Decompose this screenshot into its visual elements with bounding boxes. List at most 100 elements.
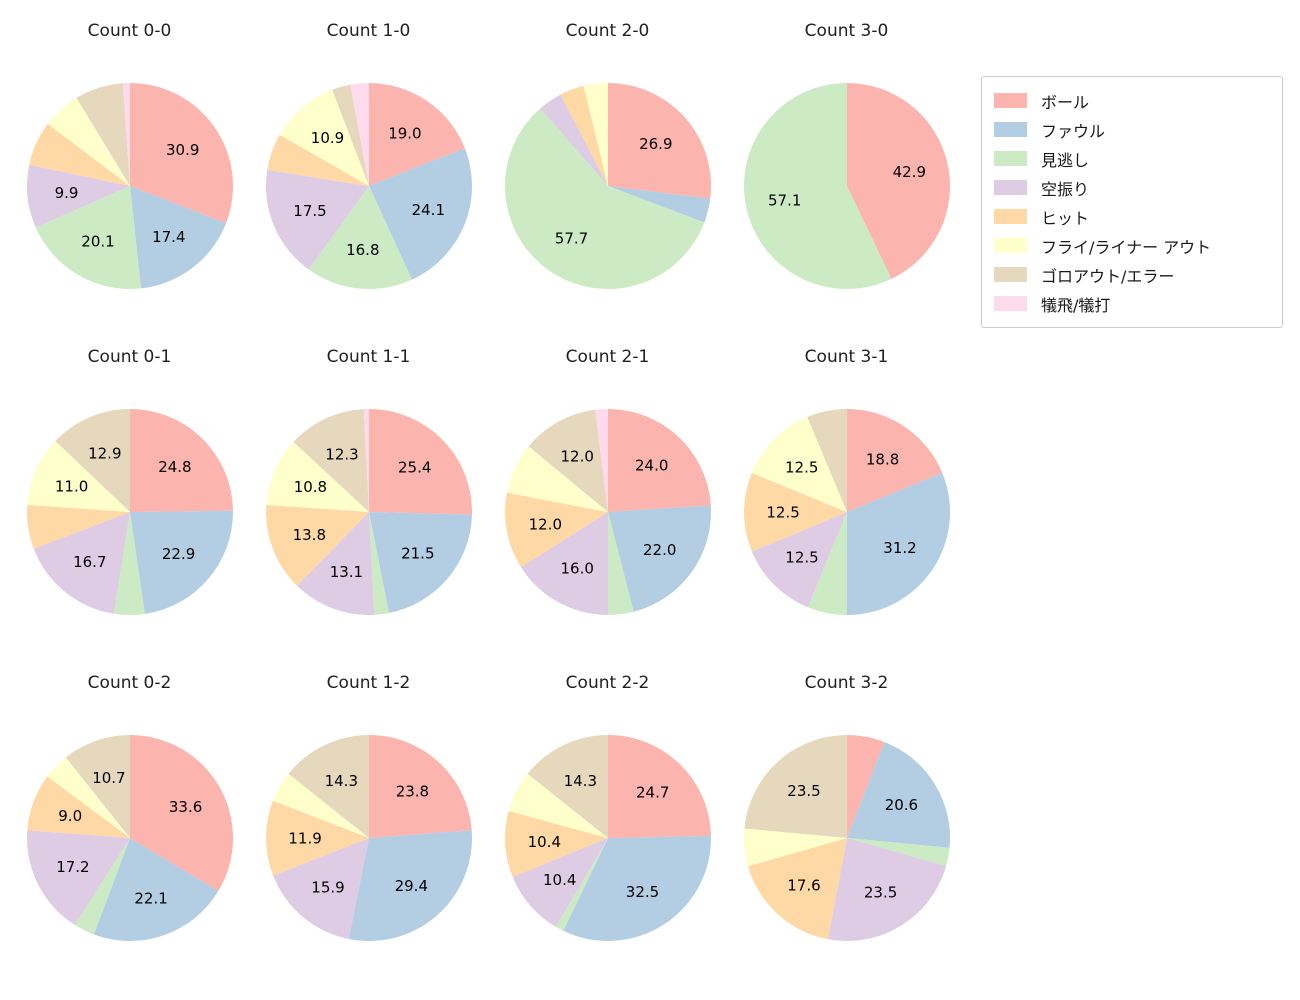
pie-slice: [594, 409, 608, 512]
pie-slice: [292, 409, 369, 512]
chart-title: Count 3-0: [804, 21, 889, 41]
pie-slice: [129, 186, 226, 289]
legend-item: 空振り: [994, 173, 1270, 202]
pie-svg: 24.8 22.9 16.7 11.012.9: [26, 409, 233, 615]
pie-slice: [26, 164, 130, 228]
pie-slice-label: 12.5: [784, 458, 817, 476]
pie-slice: [113, 512, 145, 615]
pie-slice-label: 14.3: [324, 772, 357, 790]
pie-slice: [504, 811, 608, 877]
pie-slice: [74, 838, 130, 935]
chart-title: Count 3-2: [804, 673, 889, 693]
pie-slice-label: 10.9: [310, 129, 343, 147]
pie-slice: [807, 512, 847, 615]
pie-slice: [26, 776, 130, 838]
pie-slice-label: 57.1: [767, 191, 800, 209]
pie-slice-label: 9.0: [58, 807, 82, 825]
pie-slice: [747, 838, 847, 940]
pie-slice: [846, 409, 942, 512]
pie-slice: [54, 409, 130, 512]
legend-item: ヒット: [994, 202, 1270, 231]
legend-swatch: [994, 296, 1027, 311]
pie-slice: [129, 83, 233, 224]
pie-slice: [331, 84, 369, 186]
legend-swatch: [994, 122, 1027, 137]
legend-label: ゴロアウト/エラー: [1041, 266, 1175, 286]
pie-slice: [555, 838, 608, 931]
pie-slice: [65, 735, 130, 838]
legend-item: ボール: [994, 86, 1270, 115]
pie-slice-label: 12.5: [785, 549, 818, 567]
pie-slice-label: 17.5: [293, 202, 326, 220]
pie-svg: 30.9 17.4 20.1 9.9: [26, 83, 233, 289]
pie-slice-label: 22.9: [161, 545, 194, 563]
pie-slice: [846, 742, 950, 848]
pie-slice: [539, 94, 608, 186]
pie-slice-label: 16.7: [73, 553, 106, 571]
pie-slice: [129, 510, 233, 614]
pie-slice-label: 23.5: [863, 884, 896, 902]
legend-swatch: [994, 238, 1027, 253]
pie-slice: [33, 512, 130, 614]
pie-slice-label: 9.9: [54, 184, 78, 202]
pie-slice: [562, 835, 711, 941]
pie-slice-label: 17.2: [56, 858, 89, 876]
pie-slice-label: 12.3: [325, 445, 358, 463]
legend-items: ボール ファウル 見逃し 空振り ヒット フライ/ライナー アウト ゴロアウト/エラー 犠飛/…: [994, 86, 1270, 318]
pie-slice-label: 24.7: [635, 784, 668, 802]
legend-swatch: [994, 151, 1027, 166]
pie-slice-label: 13.1: [329, 563, 362, 581]
pie-slice: [846, 838, 950, 867]
pie-slice-label: 23.8: [395, 782, 428, 800]
legend-label: 空振り: [1041, 179, 1090, 199]
pie-slice: [607, 409, 711, 512]
chart-title: Count 1-2: [326, 673, 411, 693]
pie-slice-label: 25.4: [397, 459, 430, 477]
pie-chart-count-1-0: Count 1-0 19.0 24.1 16.8 17.5 10.9: [249, 8, 488, 334]
pie-slice: [265, 800, 369, 876]
pie-slice-label: 20.6: [884, 796, 917, 814]
pie-slice: [287, 735, 369, 838]
pie-svg: 19.0 24.1 16.8 17.5 10.9: [265, 83, 472, 289]
pie-svg: 18.8 31.2 12.5 12.5 12.5: [743, 409, 950, 615]
pie-slice-label: 10.7: [92, 769, 125, 787]
pie-chart-count-2-0: Count 2-0 26.9 57.7: [488, 8, 727, 334]
pie-slice-label: 24.0: [634, 457, 667, 475]
pie-chart-count-1-2: Count 1-2 23.8 29.4 15.9 11.9 14.3: [249, 660, 488, 986]
pie-slice: [743, 735, 847, 838]
pie-slice: [265, 170, 369, 270]
pie-slice: [349, 83, 369, 186]
pie-slice: [526, 735, 608, 838]
legend-item: フライ/ライナー アウト: [994, 231, 1270, 260]
pie-slice-label: 22.1: [134, 890, 167, 908]
pie-slice: [266, 134, 369, 186]
pie-slice: [28, 123, 130, 186]
pie-slice: [827, 838, 946, 941]
pie-slice: [508, 773, 608, 838]
legend-label: ヒット: [1041, 208, 1090, 228]
chart-title: Count 0-0: [87, 21, 172, 41]
pie-slice: [46, 757, 130, 838]
pie-svg: 20.6 23.5 17.6 23.5: [743, 735, 950, 941]
pie-svg: 33.6 22.1 17.2 9.0 10.7: [26, 735, 233, 941]
pie-slice: [846, 83, 950, 279]
pie-chart-count-0-1: Count 0-1 24.8 22.9 16.7 11.0 12.9: [10, 334, 249, 660]
pie-slice: [520, 512, 608, 615]
pie-slice-label: 10.4: [542, 871, 575, 889]
pie-slice-label: 17.6: [787, 876, 820, 894]
pie-slice: [743, 472, 847, 552]
pie-slice-label: 23.5: [787, 782, 820, 800]
pie-svg: 25.4 21.5 13.1 13.8 10.8 12.3: [265, 409, 472, 615]
pie-slice: [751, 416, 847, 512]
pie-slice: [122, 83, 130, 186]
pie-chart-count-3-0: Count 3-0 42.9 57.1: [727, 8, 966, 334]
pie-slice: [93, 838, 218, 941]
pie-slice-label: 14.3: [563, 772, 596, 790]
pie-slice-label: 12.5: [766, 503, 799, 521]
pie-slice: [265, 441, 369, 512]
pie-slice-label: 57.7: [554, 230, 587, 248]
legend-swatch: [994, 180, 1027, 195]
chart-title: Count 0-2: [87, 673, 172, 693]
pie-slice-label: 17.4: [152, 228, 185, 246]
